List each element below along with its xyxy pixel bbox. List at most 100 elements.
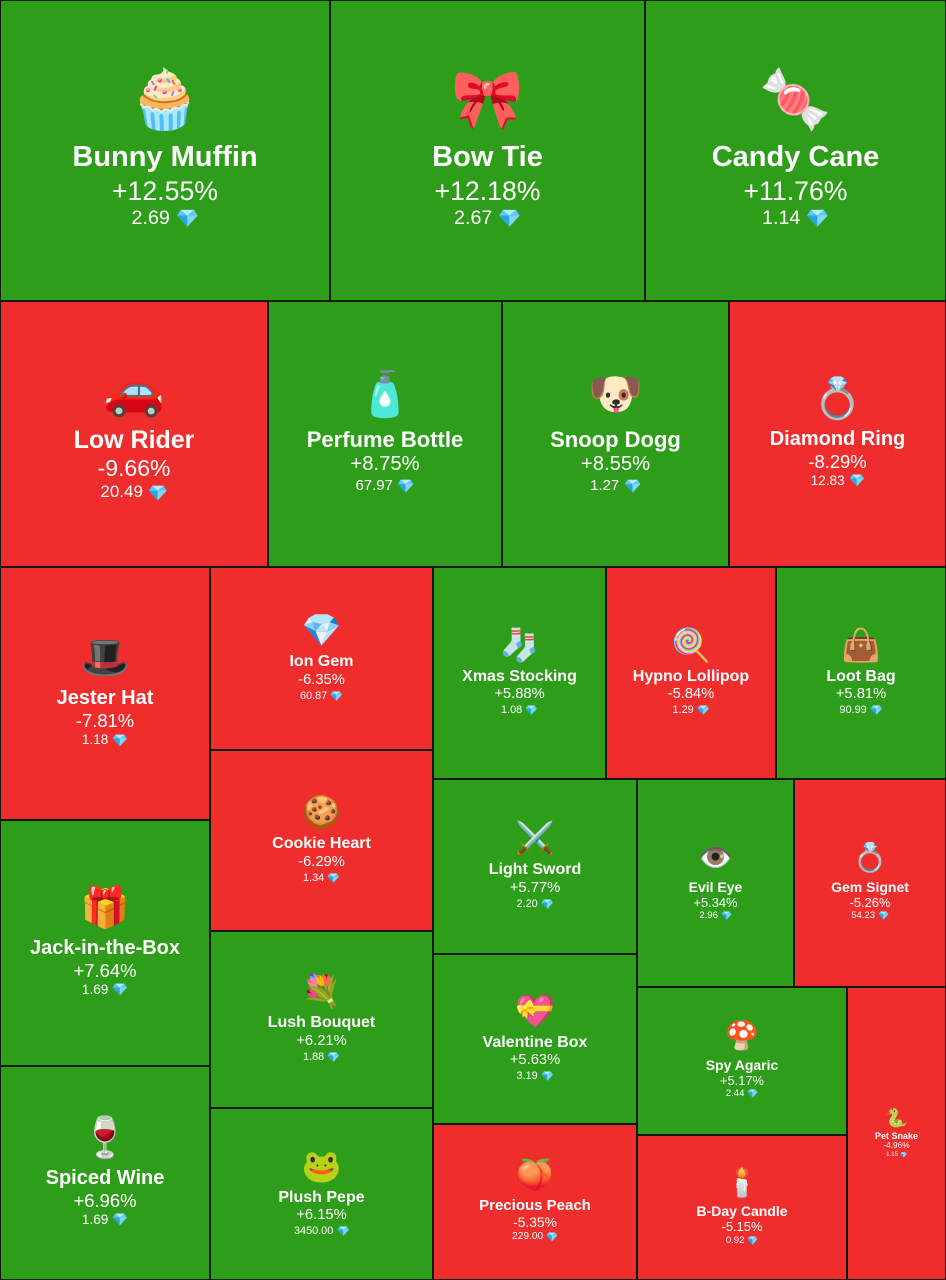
diamond-icon [624,479,641,493]
tile-name: Evil Eye [688,878,743,895]
treemap-tile[interactable]: 🐸 Plush Pepe +6.15% 3450.00 [210,1108,433,1280]
treemap-tile[interactable]: 👁️ Evil Eye +5.34% 2.96 [637,779,794,987]
candy-cane-icon: 🍬 [759,66,832,132]
tile-price-value: 2.20 [516,897,538,910]
treemap-tile[interactable]: 🧴 Perfume Bottle +8.75% 67.97 [268,301,502,567]
tile-price: 54.23 [851,910,889,921]
diamond-icon [697,705,710,716]
peach-icon: 🍑 [516,1158,554,1192]
diamond-icon [747,1089,758,1098]
tile-change: +5.81% [835,686,887,703]
tile-price: 1.88 [303,1051,340,1064]
tile-name: Low Rider [73,426,195,455]
tile-name: Spy Agaric [705,1056,779,1073]
diamond-icon [870,705,883,716]
tile-name: Ion Gem [289,653,354,671]
treemap-tile[interactable]: 💝 Valentine Box +5.63% 3.19 [433,954,637,1124]
diamond-icon [327,873,340,883]
tile-price-value: 20.49 [100,482,143,502]
treemap-tile[interactable]: ⚔️ Light Sword +5.77% 2.20 [433,779,637,954]
tile-price-value: 90.99 [839,704,867,717]
sword-icon: ⚔️ [515,820,555,857]
tile-name: Gem Signet [831,878,909,895]
diamond-icon [849,474,865,487]
tile-name: Cookie Heart [272,835,371,853]
car-icon: 🚗 [102,362,166,419]
treemap-tile[interactable]: 🎩 Jester Hat -7.81% 1.18 [0,567,210,820]
diamond-icon [397,479,414,493]
tile-price: 1.08 [501,704,538,717]
tile-name: Perfume Bottle [306,427,464,453]
tile-price: 1.69 [82,982,128,998]
tile-name: Hypno Lollipop [632,667,750,685]
tile-name: Plush Pepe [278,1188,365,1206]
tile-change: -5.26% [849,894,891,910]
tile-price-value: 1.15 [886,1150,899,1158]
tile-price-value: 1.34 [303,871,325,884]
frog-icon: 🐸 [301,1147,342,1184]
diamond-icon [525,705,538,716]
jester-hat-icon: 🎩 [80,636,130,681]
tile-price-value: 1.18 [81,732,109,748]
tile-price-value: 1.69 [81,981,109,997]
tile-change: +5.17% [719,1072,765,1088]
treemap-tile[interactable]: 🍭 Hypno Lollipop -5.84% 1.29 [606,567,776,779]
tile-change: -9.66% [97,454,171,481]
treemap-tile[interactable]: 🎀 Bow Tie +12.18% 2.67 [330,0,645,301]
tile-change: -5.84% [667,686,715,703]
diamond-icon [112,734,128,747]
treemap-tile[interactable]: 💎 Ion Gem -6.35% 60.87 [210,567,433,750]
tile-change: -6.35% [298,671,345,688]
tile-price: 60.87 [300,690,343,703]
tile-change: +12.18% [434,175,541,206]
tile-change: -5.35% [513,1214,557,1230]
tile-price: 2.69 [132,207,199,231]
gem-icon: 💎 [301,612,342,649]
diamond-icon [747,1236,758,1245]
diamond-icon [900,1151,907,1158]
treemap-tile[interactable]: 🍄 Spy Agaric +5.17% 2.44 [637,987,847,1135]
tile-price: 229.00 [512,1231,558,1243]
tile-price: 1.27 [590,477,641,495]
treemap-tile[interactable]: 🍷 Spiced Wine +6.96% 1.69 [0,1066,210,1280]
tile-price: 1.69 [82,1212,128,1228]
tile-price-value: 3.19 [516,1070,538,1083]
treemap-tile[interactable]: 💍 Gem Signet -5.26% 54.23 [794,779,946,987]
treemap-tile[interactable]: 🍬 Candy Cane +11.76% 1.14 [645,0,946,301]
stocking-icon: 🧦 [499,626,540,663]
lollipop-icon: 🍭 [671,626,711,663]
tile-price: 1.18 [82,732,128,748]
treemap-tile[interactable]: 🍪 Cookie Heart -6.29% 1.34 [210,750,433,931]
tile-price-value: 60.87 [300,689,328,702]
tile-name: Precious Peach [479,1197,591,1215]
diamond-icon [541,1071,554,1082]
treemap-tile[interactable]: 🍑 Precious Peach -5.35% 229.00 [433,1124,637,1280]
treemap-tile[interactable]: 🕯️ B-Day Candle -5.15% 0.92 [637,1135,847,1280]
tile-price: 2.96 [699,910,732,921]
treemap-tile[interactable]: 🧦 Xmas Stocking +5.88% 1.08 [433,567,606,779]
treemap-tile[interactable]: 🧁 Bunny Muffin +12.55% 2.69 [0,0,330,301]
tile-change: -8.29% [808,450,867,472]
tile-name: Jack-in-the-Box [29,936,181,959]
tile-change: +12.55% [111,175,219,206]
tile-change: -6.29% [298,853,345,870]
treemap-tile[interactable]: 💍 Diamond Ring -8.29% 12.83 [729,301,946,567]
diamond-icon [112,1213,128,1226]
treemap-tile[interactable]: 🐶 Snoop Dogg +8.55% 1.27 [502,301,729,567]
diamond-icon [327,1052,340,1062]
treemap-tile[interactable]: 🎁 Jack-in-the-Box +7.64% 1.69 [0,820,210,1066]
tile-price: 2.20 [517,898,554,911]
tile-price: 2.44 [726,1088,758,1099]
bag-icon: 👜 [841,626,881,663]
tile-change: -5.15% [721,1219,763,1235]
diamond-icon [112,983,128,996]
treemap-tile[interactable]: 🚗 Low Rider -9.66% 20.49 [0,301,268,567]
diamond-icon [806,209,829,228]
treemap-tile[interactable]: 👜 Loot Bag +5.81% 90.99 [776,567,946,779]
tile-price-value: 2.44 [725,1088,745,1100]
tile-name: Lush Bouquet [267,1014,376,1032]
treemap-tile[interactable]: 💐 Lush Bouquet +6.21% 1.88 [210,931,433,1108]
treemap-tile[interactable]: 🐍 Pet Snake -4.96% 1.15 [847,987,946,1280]
tile-price-value: 1.27 [590,476,620,494]
